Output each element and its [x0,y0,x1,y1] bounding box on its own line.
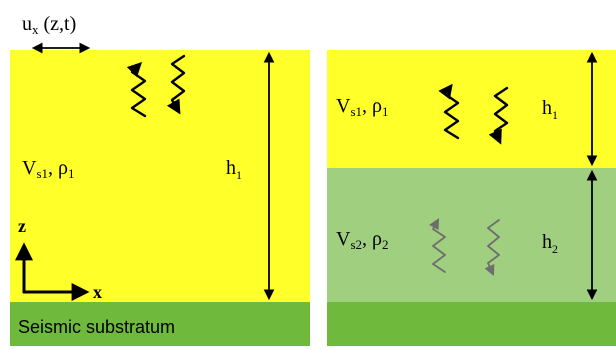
displacement-base: u [22,13,32,35]
substratum-label: Seismic substratum [18,317,175,337]
left-velocity-density-label: Vs1, ρ1 [22,157,75,181]
layer1-velocity-density-label: Vs1, ρ1 [336,95,389,119]
layer2-upgoing-wave [429,218,446,273]
displacement-label: ux (z,t) [22,13,76,37]
layer1-thickness-label: h1 [542,97,558,122]
layer1-downgoing-wave [488,86,509,145]
layer2-thickness-label: h2 [542,231,558,256]
left-model: ux (z,t) Vs1, ρ1 h1 z x Seismic substrat… [10,13,310,346]
downgoing-wave [166,54,186,115]
displacement-args: (z,t) [39,13,77,35]
layer2-downgoing-wave [484,219,500,276]
right-layer-1 [327,50,616,168]
upgoing-wave [126,61,147,118]
left-substratum [10,302,310,346]
left-thickness-label: h1 [226,157,242,182]
right-substratum [327,302,616,346]
right-layer-2 [327,168,616,302]
x-axis-label: x [93,282,102,302]
left-soft-layer [10,50,310,302]
layer2-velocity-density-label: Vs2, ρ2 [336,228,389,252]
right-model: Vs1, ρ1 h1 Vs2, ρ2 h2 [327,50,616,346]
displacement-subscript: x [32,22,39,37]
z-axis-label: z [18,216,26,236]
layer1-upgoing-wave [438,83,460,140]
